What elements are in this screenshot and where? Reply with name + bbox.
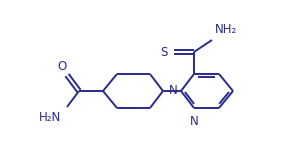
Text: N: N bbox=[190, 115, 198, 128]
Text: N: N bbox=[169, 85, 178, 97]
Text: S: S bbox=[161, 46, 168, 58]
Text: NH₂: NH₂ bbox=[215, 23, 237, 36]
Text: H₂N: H₂N bbox=[39, 111, 61, 124]
Text: O: O bbox=[57, 60, 67, 73]
